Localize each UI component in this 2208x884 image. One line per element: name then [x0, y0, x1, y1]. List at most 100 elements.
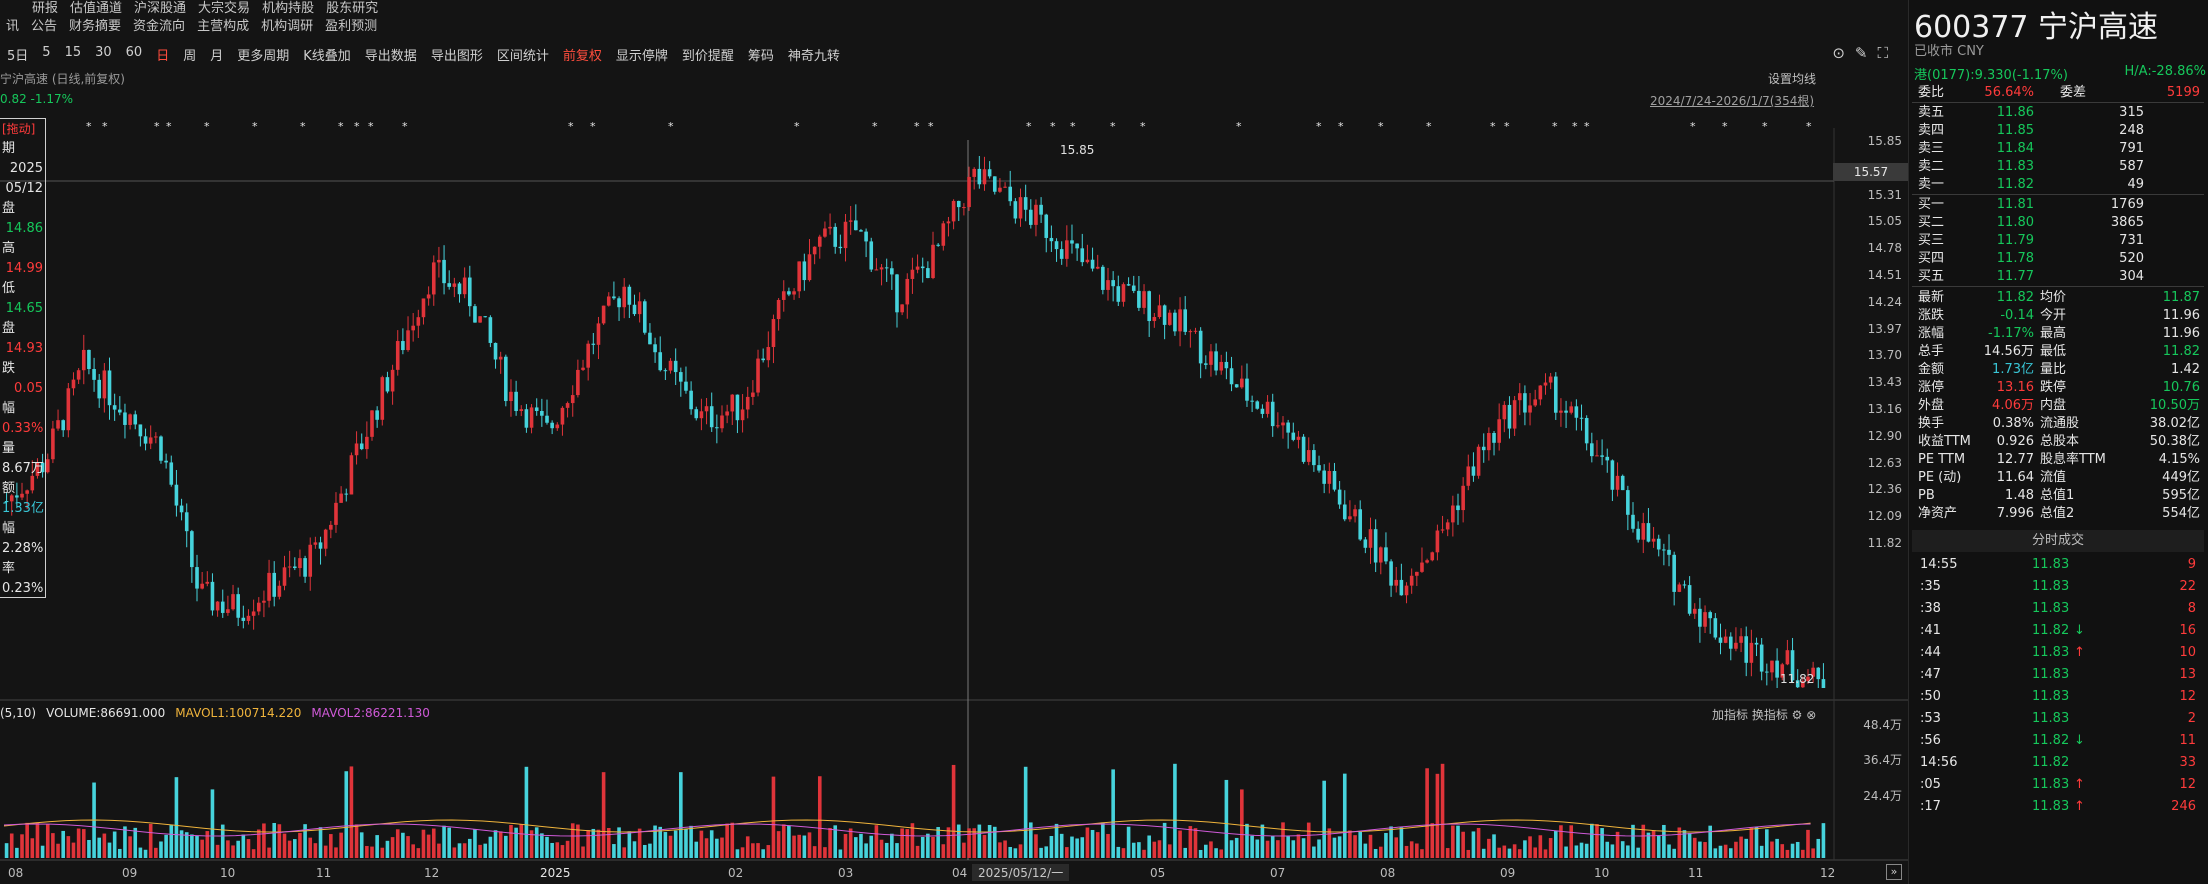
toolbar-item[interactable]: 区间统计	[496, 48, 549, 64]
toolbar-item[interactable]: 月	[210, 48, 224, 64]
trade-price: 11.83	[2032, 799, 2070, 814]
candle-body	[1039, 204, 1043, 215]
date-range-link[interactable]: 2024/7/24-2026/1/7(354根)	[1650, 94, 1815, 108]
volume-bar	[735, 849, 740, 858]
stat-value: 1.42	[2171, 362, 2200, 377]
toolbar-item[interactable]: 导出数据	[364, 48, 417, 64]
toolbar-item[interactable]: 60	[125, 44, 143, 60]
volume-bar	[1523, 840, 1527, 858]
volume-bar	[1234, 837, 1239, 858]
ma-settings-button[interactable]: 设置均线	[1768, 72, 1817, 86]
volume-bar	[159, 841, 163, 858]
menu-item[interactable]: 讯	[6, 19, 20, 34]
close-icon[interactable]: ⊗	[1806, 708, 1817, 722]
menu-item[interactable]: 沪深股通	[134, 1, 187, 16]
candle-body	[493, 342, 498, 360]
toolbar-item[interactable]: 5	[42, 44, 51, 60]
volume-bar	[349, 766, 354, 858]
hk-price[interactable]: 港(0177):9.330(-1.17%)	[1914, 68, 2068, 83]
trade-time: 14:55	[1920, 557, 1958, 572]
ask-row: 卖一 11.82 49	[1918, 176, 2204, 194]
candle-body	[1332, 470, 1337, 490]
volume-bar	[1075, 838, 1079, 858]
volume-bar	[498, 831, 503, 858]
kline-chart[interactable]: * * * * * * * * * * * * * * * * * * * * * * * * * * * * * * * * * * * * *	[0, 0, 1908, 884]
candle-body	[1574, 406, 1579, 418]
scroll-right-icon[interactable]: »	[1886, 864, 1902, 880]
toolbar-item[interactable]: 显示停牌	[615, 48, 668, 64]
stat-value: 13.16	[1996, 380, 2034, 395]
volume-bar	[859, 833, 863, 858]
toolbar-item[interactable]: 导出图形	[430, 48, 483, 64]
menu-item[interactable]: 研报	[32, 1, 59, 16]
volume-bar	[1723, 844, 1728, 858]
volume-bar	[256, 829, 261, 858]
menu-item[interactable]: 资金流向	[133, 19, 186, 34]
volume-bar	[1651, 830, 1656, 858]
candle-body	[941, 223, 946, 246]
toolbar-item[interactable]: 5日	[7, 48, 29, 64]
candle-body	[267, 572, 271, 601]
candle-body	[45, 459, 50, 473]
volume-bar	[504, 835, 508, 858]
volume-bar	[1018, 844, 1023, 858]
menu-item[interactable]: 财务摘要	[69, 19, 122, 34]
fullscreen-icon[interactable]: ⛶	[1877, 44, 1888, 62]
candle-body	[179, 505, 184, 513]
trades-header[interactable]: 分时成交	[1912, 530, 2204, 552]
indicator-tools[interactable]: 加指标 换指标 ⚙ ⊗	[1712, 706, 1816, 723]
candle-body	[1229, 368, 1234, 385]
toolbar-item[interactable]: 到价提醒	[681, 48, 734, 64]
indicator-tools-label[interactable]: 加指标 换指标	[1712, 708, 1788, 722]
menu-item[interactable]: 估值通道	[70, 1, 123, 16]
toolbar-item[interactable]: 30	[95, 44, 112, 60]
pen-icon[interactable]: ✎	[1854, 44, 1868, 62]
toolbar-item[interactable]: 更多周期	[237, 48, 290, 64]
toolbar-item[interactable]: 筹码	[747, 48, 774, 64]
volume-bar	[365, 845, 369, 858]
volume-bar	[370, 846, 374, 858]
menu-item[interactable]: 盈利预测	[325, 19, 378, 34]
toolbar-item[interactable]: 神奇九转	[787, 48, 840, 64]
menu-item[interactable]: 主营构成	[197, 19, 250, 34]
volume-bar	[1456, 825, 1460, 858]
candle-body	[215, 601, 220, 611]
volume-bar	[437, 843, 441, 858]
volume-bar	[1476, 827, 1481, 858]
settings-icon[interactable]: ⚙	[1791, 708, 1803, 722]
volume-bar	[66, 836, 71, 858]
toolbar-item[interactable]: 周	[183, 48, 197, 64]
stat-value: 1.73亿	[1992, 362, 2034, 377]
volume-bar	[792, 835, 796, 858]
candle-body	[1126, 284, 1131, 286]
candle-body	[864, 231, 868, 242]
volume-bar	[565, 840, 570, 858]
candle-body	[560, 407, 565, 425]
toolbar-item[interactable]: 日	[156, 48, 170, 64]
toolbar-item[interactable]: 前复权	[562, 48, 602, 64]
volume-bar	[1677, 827, 1682, 858]
candle-body	[570, 395, 575, 404]
menu-item[interactable]: 股东研究	[326, 1, 379, 16]
volume-bar	[895, 843, 899, 858]
menu-item[interactable]: 公告	[31, 19, 58, 34]
menu-item[interactable]: 机构调研	[261, 19, 314, 34]
menu-item[interactable]: 大宗交易	[198, 1, 251, 16]
toolbar-item[interactable]: K线叠加	[303, 48, 351, 64]
bar-info-panel[interactable]: [拖动] 期 2025 05/12 盘 14.86 高 14.99 低 14.65 盘 14.93 跌 0…	[0, 118, 46, 598]
up-circle-icon[interactable]: ⊙	[1832, 44, 1845, 62]
volume-bar	[262, 823, 266, 858]
menu-item[interactable]: 机构持股	[262, 1, 315, 16]
ask-row: 卖二 11.83 587	[1918, 158, 2204, 176]
volume-bar	[292, 839, 297, 858]
volume-bar	[1559, 825, 1563, 858]
volume-bar	[318, 827, 323, 858]
volume-bar	[61, 830, 65, 858]
candle-body	[992, 176, 997, 192]
drag-handle[interactable]: [拖动]	[2, 122, 36, 136]
candle-body	[380, 377, 385, 420]
stat-label: 股息率TTM	[2040, 452, 2106, 467]
volume-bar	[447, 827, 452, 858]
toolbar-item[interactable]: 15	[64, 44, 82, 60]
candle-body	[390, 369, 395, 392]
